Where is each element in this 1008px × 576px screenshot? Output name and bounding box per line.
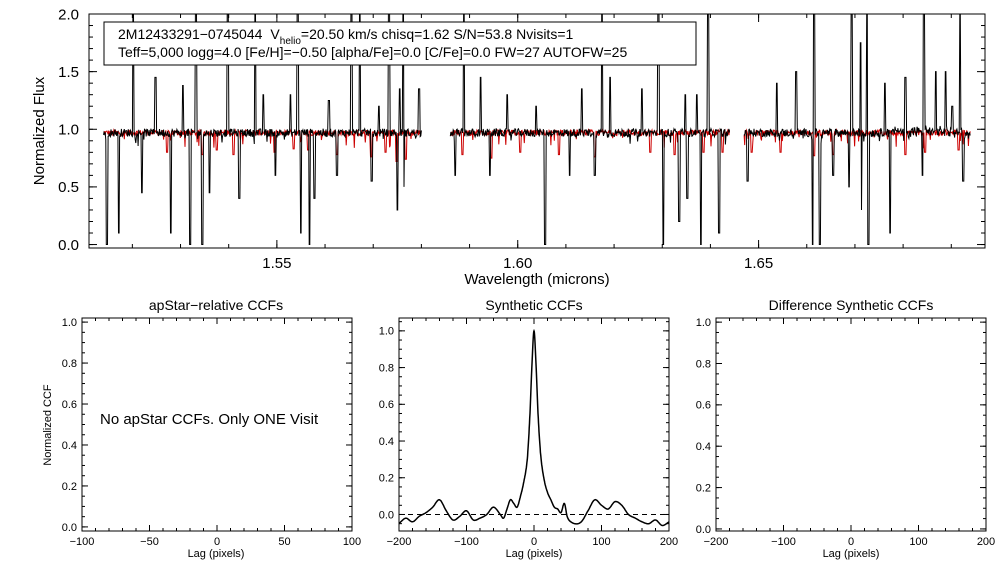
info-star: 2M12433291−0745044 xyxy=(118,26,263,42)
spectrum-clip-group xyxy=(103,14,971,245)
apstar-ccf-ytick-label: 0.8 xyxy=(62,358,77,370)
synthetic-ccf-ytick-label: 0.2 xyxy=(379,473,394,485)
info-v-sub: helio xyxy=(280,36,302,47)
apstar-ccf-ytick-label: 1.0 xyxy=(62,317,77,329)
apstar-ccf-xtick-label: 50 xyxy=(278,536,290,548)
synthetic-ccf-ticks: −200 −100 0 100 200 0.0 0.2 0.4 0.6 0.8 1.0 xyxy=(379,318,678,548)
synthetic-ccf-xtick-label: 0 xyxy=(531,536,537,548)
apstar-ccf-ytick-label: 0.2 xyxy=(62,481,77,493)
difference-ccf-ytick-label: 0.2 xyxy=(696,482,711,494)
info-v-prefix: V xyxy=(270,26,280,42)
synthetic-ccf-series-line xyxy=(398,328,670,527)
synthetic-ccf-xlabel: Lag (pixels) xyxy=(506,548,563,560)
info-box: 2M12433291−0745044 Vhelio=20.50 km/s chis… xyxy=(103,21,697,66)
difference-ccf-xtick-label: 100 xyxy=(909,536,927,548)
difference-ccf-ticks: −200 −100 0 100 200 0.0 0.2 0.4 0.6 0.8 1.0 xyxy=(696,317,995,548)
synthetic-ccf-xtick-label: −100 xyxy=(454,536,479,548)
difference-ccf-ytick-label: 0.0 xyxy=(696,524,711,536)
synthetic-ccf-ytick-label: 1.0 xyxy=(379,326,394,338)
info-line-1: 2M12433291−0745044 Vhelio=20.50 km/s chis… xyxy=(118,26,573,47)
info-v-values: =20.50 km/s chisq=1.62 S/N=53.8 Nvisits=… xyxy=(301,26,574,42)
synthetic-ccf-plot-area xyxy=(398,328,670,527)
apstar-ccf-xlabel: Lag (pixels) xyxy=(188,548,245,560)
apstar-ccf-ytick-label: 0.4 xyxy=(62,440,77,452)
apstar-ccf-xtick-label: −50 xyxy=(140,536,159,548)
apstar-ccf-ytick-label: 0.6 xyxy=(62,399,77,411)
apstar-ccf-ticks: −100 −50 0 50 100 0.0 0.2 0.4 0.6 0.8 1.0 xyxy=(62,317,361,548)
difference-ccf-ytick-label: 1.0 xyxy=(696,317,711,329)
spectrum-ytick-label: 0.0 xyxy=(58,237,79,254)
apstar-ccf-title: apStar−relative CCFs xyxy=(149,297,283,313)
apstar-ccf-xtick-label: 0 xyxy=(214,536,220,548)
spectrum-plot-area xyxy=(103,14,971,245)
observed-spectrum-chip-1 xyxy=(103,14,422,245)
spectrum-xtick-label: 1.65 xyxy=(744,255,773,272)
difference-ccf-ytick-label: 0.8 xyxy=(696,358,711,370)
spectrum-ylabel: Normalized Flux xyxy=(31,76,48,185)
synthetic-ccf-xtick-label: −200 xyxy=(387,536,412,548)
apstar-ccf-panel: apStar−relative CCFs −100 −50 0 50 100 0.0 0.2… xyxy=(42,297,361,560)
synthetic-ccf-ytick-label: 0.0 xyxy=(379,509,394,521)
synthetic-ccf-ytick-label: 0.8 xyxy=(379,362,394,374)
apstar-ccf-xtick-label: 100 xyxy=(343,536,361,548)
difference-ccf-xtick-label: 200 xyxy=(977,536,995,548)
spectrum-ticks: 1.55 1.60 1.65 0.0 0.5 1.0 1.5 2.0 xyxy=(58,6,985,272)
no-ccf-note: No apStar CCFs. Only ONE Visit xyxy=(100,411,319,428)
info-line-2: Teff=5,000 logg=4.0 [Fe/H]=−0.50 [alpha/… xyxy=(118,44,627,60)
spectrum-ytick-label: 1.5 xyxy=(58,64,79,81)
difference-ccf-ytick-label: 0.6 xyxy=(696,400,711,412)
spectrum-xlabel: Wavelength (microns) xyxy=(464,271,609,288)
difference-ccf-xtick-label: −100 xyxy=(771,536,796,548)
synthetic-ccf-ytick-label: 0.4 xyxy=(379,436,394,448)
synthetic-ccf-ytick-label: 0.6 xyxy=(379,399,394,411)
apstar-ccf-xtick-label: −100 xyxy=(70,536,95,548)
synthetic-ccf-xtick-label: 200 xyxy=(660,536,678,548)
info-box-frame xyxy=(103,21,697,66)
spectrum-ytick-label: 1.0 xyxy=(58,122,79,139)
synthetic-ccf-xtick-label: 100 xyxy=(592,536,610,548)
spectrum-ytick-label: 0.5 xyxy=(58,179,79,196)
difference-ccf-ytick-label: 0.4 xyxy=(696,441,711,453)
difference-ccf-xtick-label: −200 xyxy=(704,536,729,548)
spectrum-axes-frame xyxy=(88,13,986,249)
difference-ccf-xtick-label: 0 xyxy=(848,536,854,548)
difference-ccf-title: Difference Synthetic CCFs xyxy=(769,297,934,313)
observed-spectrum-chip-3 xyxy=(743,14,971,245)
spectrum-ytick-label: 2.0 xyxy=(58,6,79,23)
apstar-ccf-ylabel: Normalized CCF xyxy=(42,384,54,466)
apstar-ccf-ytick-label: 0.0 xyxy=(62,522,77,534)
observed-spectrum-chip-2 xyxy=(449,14,730,245)
difference-ccf-xlabel: Lag (pixels) xyxy=(823,548,880,560)
synthetic-ccf-title: Synthetic CCFs xyxy=(485,297,582,313)
synthetic-ccf-panel: Synthetic CCFs −200 −100 0 100 200 0.0 0.2 0.4 0… xyxy=(379,297,678,560)
synthetic-spectrum-chip-3 xyxy=(743,128,971,157)
spectrum-xtick-label: 1.55 xyxy=(262,255,291,272)
difference-ccf-panel: Difference Synthetic CCFs −200 −100 0 100 20… xyxy=(696,297,995,560)
spectrum-panel: 1.55 1.60 1.65 0.0 0.5 1.0 1.5 2.0 Wavelength (… xyxy=(31,6,986,288)
spectrum-xtick-label: 1.60 xyxy=(503,255,532,272)
